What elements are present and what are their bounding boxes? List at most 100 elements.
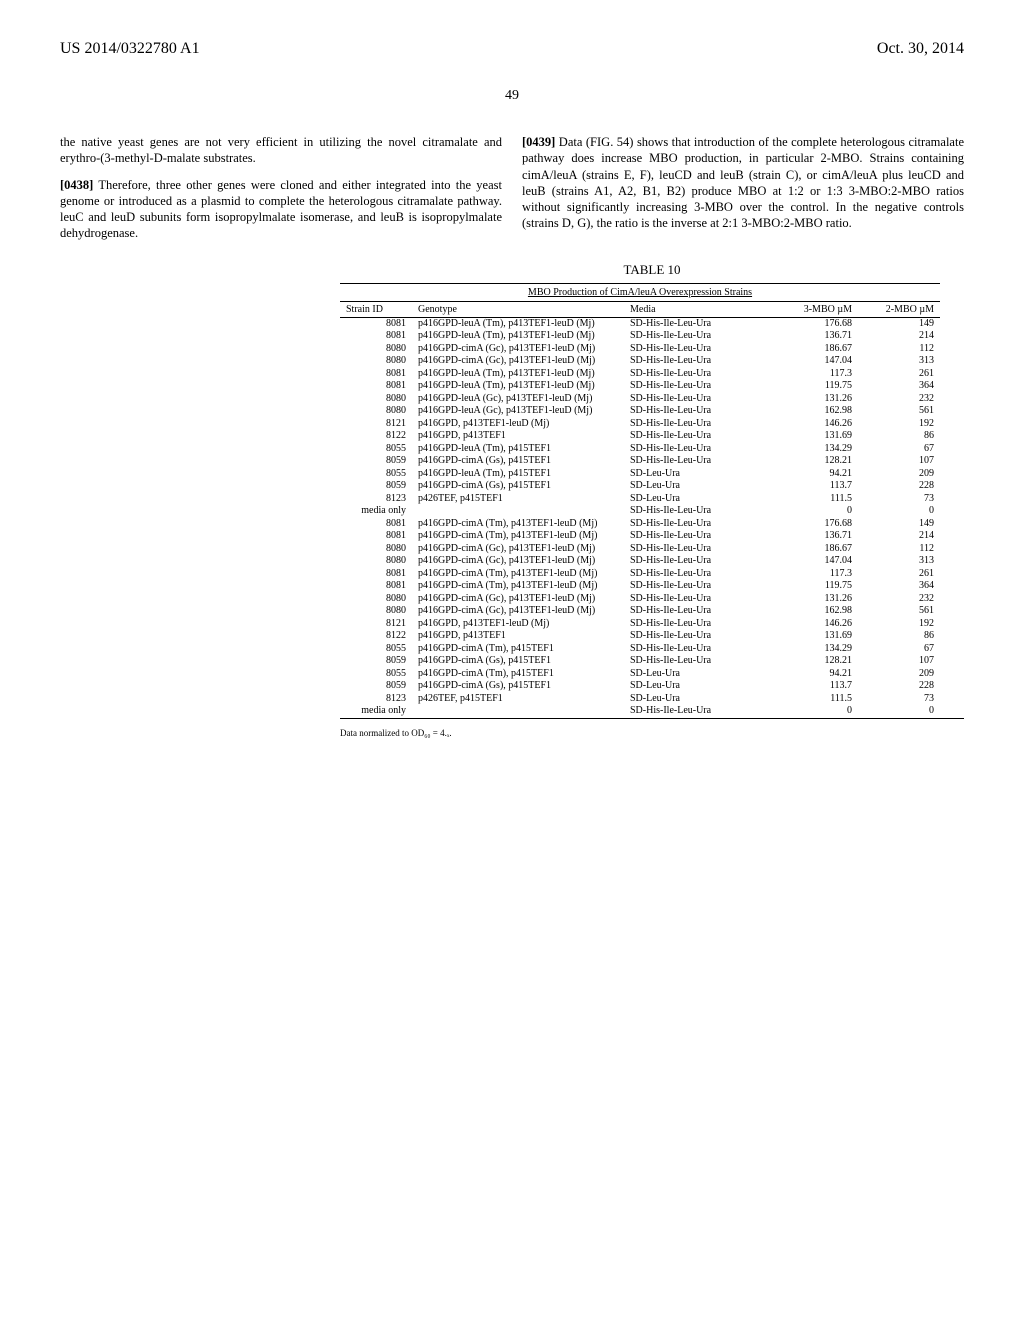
header-left: US 2014/0322780 A1 — [60, 40, 200, 58]
cell-genotype: p416GPD, p413TEF1-leuD (Mj) — [412, 618, 624, 631]
table-row: 8123p426TEF, p415TEF1SD-Leu-Ura111.573 — [340, 693, 940, 706]
cell-genotype — [412, 505, 624, 518]
cell-strain-id: 8059 — [340, 455, 412, 468]
cell-strain-id: 8055 — [340, 643, 412, 656]
cell-media: SD-His-Ile-Leu-Ura — [624, 643, 776, 656]
cell-3mbo: 128.21 — [776, 455, 858, 468]
cell-strain-id: 8081 — [340, 317, 412, 330]
cell-media: SD-His-Ile-Leu-Ura — [624, 655, 776, 668]
cell-genotype: p416GPD-cimA (Gc), p413TEF1-leuD (Mj) — [412, 555, 624, 568]
table-row: 8080p416GPD-leuA (Gc), p413TEF1-leuD (Mj… — [340, 393, 940, 406]
cell-genotype: p426TEF, p415TEF1 — [412, 493, 624, 506]
cell-media: SD-Leu-Ura — [624, 693, 776, 706]
cell-media: SD-Leu-Ura — [624, 668, 776, 681]
cell-media: SD-Leu-Ura — [624, 468, 776, 481]
cell-2mbo: 149 — [858, 518, 940, 531]
cell-strain-id: 8081 — [340, 530, 412, 543]
cell-2mbo: 0 — [858, 705, 940, 718]
cell-strain-id: 8055 — [340, 468, 412, 481]
cell-strain-id: 8080 — [340, 343, 412, 356]
para-text: Data (FIG. 54) shows that introduction o… — [522, 135, 964, 230]
cell-3mbo: 117.3 — [776, 568, 858, 581]
cell-media: SD-His-Ile-Leu-Ura — [624, 543, 776, 556]
cell-genotype: p416GPD-leuA (Tm), p413TEF1-leuD (Mj) — [412, 330, 624, 343]
cell-2mbo: 313 — [858, 355, 940, 368]
cell-3mbo: 131.69 — [776, 630, 858, 643]
cell-2mbo: 261 — [858, 368, 940, 381]
cell-media: SD-His-Ile-Leu-Ura — [624, 580, 776, 593]
cell-strain-id: 8081 — [340, 518, 412, 531]
right-column: [0439] Data (FIG. 54) shows that introdu… — [522, 134, 964, 252]
cell-3mbo: 134.29 — [776, 643, 858, 656]
cell-2mbo: 561 — [858, 405, 940, 418]
table-row: media onlySD-His-Ile-Leu-Ura00 — [340, 505, 940, 518]
cell-genotype: p416GPD-cimA (Tm), p413TEF1-leuD (Mj) — [412, 530, 624, 543]
col-media: Media — [624, 301, 776, 317]
col-genotype: Genotype — [412, 301, 624, 317]
cell-media: SD-His-Ile-Leu-Ura — [624, 405, 776, 418]
cell-genotype: p416GPD-leuA (Tm), p413TEF1-leuD (Mj) — [412, 368, 624, 381]
table-row: 8055p416GPD-cimA (Tm), p415TEF1SD-His-Il… — [340, 643, 940, 656]
cell-3mbo: 131.26 — [776, 593, 858, 606]
cell-strain-id: 8080 — [340, 405, 412, 418]
cell-2mbo: 0 — [858, 505, 940, 518]
cell-strain-id: 8080 — [340, 593, 412, 606]
cell-strain-id: 8055 — [340, 668, 412, 681]
cell-media: SD-His-Ile-Leu-Ura — [624, 368, 776, 381]
cell-2mbo: 149 — [858, 317, 940, 330]
cell-strain-id: 8122 — [340, 630, 412, 643]
cell-media: SD-His-Ile-Leu-Ura — [624, 355, 776, 368]
cell-strain-id: 8122 — [340, 430, 412, 443]
cell-3mbo: 176.68 — [776, 518, 858, 531]
cell-strain-id: 8123 — [340, 493, 412, 506]
table-row: 8121p416GPD, p413TEF1-leuD (Mj)SD-His-Il… — [340, 618, 940, 631]
header-right: Oct. 30, 2014 — [877, 40, 964, 58]
table-row: 8081p416GPD-leuA (Tm), p413TEF1-leuD (Mj… — [340, 317, 940, 330]
cell-genotype: p416GPD-cimA (Gc), p413TEF1-leuD (Mj) — [412, 343, 624, 356]
cell-media: SD-His-Ile-Leu-Ura — [624, 630, 776, 643]
cell-media: SD-His-Ile-Leu-Ura — [624, 455, 776, 468]
cell-3mbo: 134.29 — [776, 443, 858, 456]
cell-genotype: p416GPD-cimA (Gc), p413TEF1-leuD (Mj) — [412, 355, 624, 368]
cell-3mbo: 0 — [776, 505, 858, 518]
cell-genotype: p416GPD-leuA (Gc), p413TEF1-leuD (Mj) — [412, 405, 624, 418]
table-row: 8059p416GPD-cimA (Gs), p415TEF1SD-His-Il… — [340, 455, 940, 468]
cell-strain-id: 8055 — [340, 443, 412, 456]
page-header: US 2014/0322780 A1 Oct. 30, 2014 — [60, 40, 964, 58]
cell-2mbo: 86 — [858, 630, 940, 643]
cell-2mbo: 364 — [858, 380, 940, 393]
cell-2mbo: 112 — [858, 543, 940, 556]
table-container: TABLE 10 MBO Production of CimA/leuA Ove… — [340, 262, 964, 738]
cell-strain-id: 8081 — [340, 330, 412, 343]
cell-3mbo: 131.69 — [776, 430, 858, 443]
cell-3mbo: 136.71 — [776, 530, 858, 543]
cell-2mbo: 73 — [858, 493, 940, 506]
table-row: media onlySD-His-Ile-Leu-Ura00 — [340, 705, 940, 718]
cell-genotype: p416GPD-cimA (Tm), p415TEF1 — [412, 668, 624, 681]
para-text: Therefore, three other genes were cloned… — [60, 178, 502, 241]
para-0438: [0438] Therefore, three other genes were… — [60, 177, 502, 242]
cell-media: SD-His-Ile-Leu-Ura — [624, 568, 776, 581]
table-bottom-rule — [340, 718, 964, 720]
cell-3mbo: 162.98 — [776, 405, 858, 418]
left-column: the native yeast genes are not very effi… — [60, 134, 502, 252]
cell-3mbo: 162.98 — [776, 605, 858, 618]
table-row: 8123p426TEF, p415TEF1SD-Leu-Ura111.573 — [340, 493, 940, 506]
table-row: 8081p416GPD-cimA (Tm), p413TEF1-leuD (Mj… — [340, 568, 940, 581]
cell-media: SD-His-Ile-Leu-Ura — [624, 443, 776, 456]
col-2mbo: 2-MBO µM — [858, 301, 940, 317]
table-row: 8080p416GPD-cimA (Gc), p413TEF1-leuD (Mj… — [340, 593, 940, 606]
body-columns: the native yeast genes are not very effi… — [60, 134, 964, 252]
cell-2mbo: 561 — [858, 605, 940, 618]
cell-genotype: p416GPD-leuA (Tm), p415TEF1 — [412, 443, 624, 456]
cell-media: SD-Leu-Ura — [624, 680, 776, 693]
cell-3mbo: 113.7 — [776, 680, 858, 693]
table-row: 8081p416GPD-leuA (Tm), p413TEF1-leuD (Mj… — [340, 380, 940, 393]
cell-genotype: p416GPD-cimA (Tm), p415TEF1 — [412, 643, 624, 656]
cell-genotype: p416GPD-cimA (Tm), p413TEF1-leuD (Mj) — [412, 518, 624, 531]
table-title: MBO Production of CimA/leuA Overexpressi… — [340, 283, 940, 301]
page-number: 49 — [60, 88, 964, 104]
para-0439: [0439] Data (FIG. 54) shows that introdu… — [522, 134, 964, 232]
cell-media: SD-His-Ile-Leu-Ura — [624, 530, 776, 543]
cell-strain-id: 8121 — [340, 418, 412, 431]
